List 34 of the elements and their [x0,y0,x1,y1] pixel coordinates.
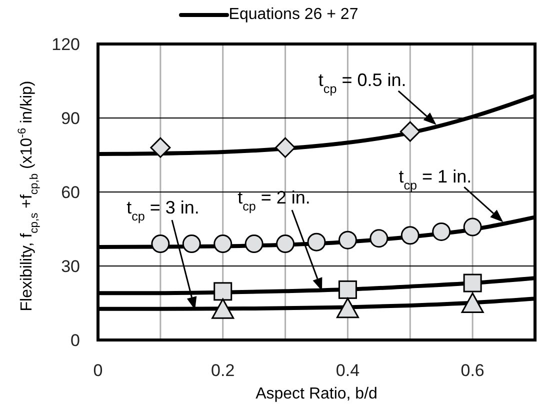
point [275,137,296,158]
point [151,234,170,254]
x-tick-label: 0.6 [460,361,484,380]
x-tick-label: 0 [93,361,103,380]
point [244,234,264,254]
point [432,222,451,241]
y-tick-label: 30 [61,257,80,276]
annotation: t$_{cp}$ = 3 in. [126,197,200,224]
y-tick-label: 90 [61,109,80,128]
point [307,232,326,252]
point [336,298,359,318]
point [276,234,295,254]
annotation: t$_{cp}$ = 1 in. [398,166,472,192]
x-tick-label: 0.4 [336,361,360,380]
point [400,226,420,245]
point [370,229,388,248]
point [214,282,232,301]
y-tick-label: 60 [61,183,80,202]
x-tick-label: 0.2 [211,361,235,380]
point [463,274,482,292]
point [150,137,171,158]
point [338,230,357,250]
point [400,121,420,142]
point [338,280,357,299]
point [461,292,484,313]
point [212,298,234,319]
point [214,234,232,254]
point [182,234,201,254]
y-tick-label: 120 [52,35,80,54]
legend-label: Equations 26 + 27 [228,6,358,24]
x-axis-title: Aspect Ratio, b/d [256,386,378,403]
annotation: t$_{cp}$ = 0.5 in. [318,70,406,96]
point [463,218,482,236]
y-tick-label: 0 [70,331,80,350]
